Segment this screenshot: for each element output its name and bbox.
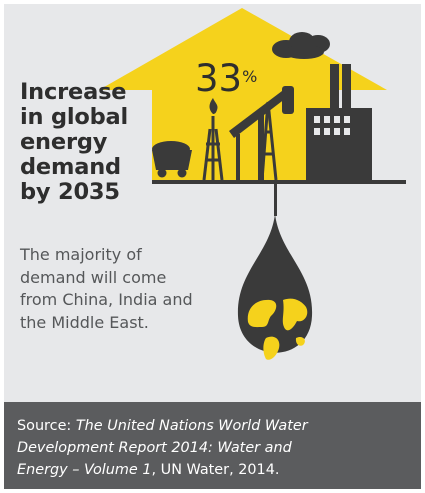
oil-drop-icon xyxy=(237,214,313,353)
headline-line: demand xyxy=(20,154,121,180)
headline-line: in global xyxy=(20,104,129,130)
infographic-card: 33% Increase in global energy demand by … xyxy=(4,4,421,489)
body-line: The majority of xyxy=(20,245,142,264)
source-suffix: , UN Water, 2014. xyxy=(151,462,280,478)
source-footer: Source: The United Nations World Water D… xyxy=(4,402,421,489)
headline-line: energy xyxy=(20,129,108,155)
pumpjack-icon xyxy=(229,86,294,180)
body-line: from China, India and xyxy=(20,290,193,309)
stat-value: 33 xyxy=(195,57,243,100)
headline-line: Increase xyxy=(20,79,127,105)
globe-icon xyxy=(247,298,308,360)
source-title-part: Energy – Volume 1 xyxy=(17,462,152,478)
headline-line: by 2035 xyxy=(20,179,120,205)
ground-line xyxy=(152,180,406,184)
drop-pipe xyxy=(274,180,277,216)
factory-icon xyxy=(306,64,372,180)
coal-cart-icon xyxy=(152,141,192,178)
illustration xyxy=(99,8,406,360)
oil-derrick-icon xyxy=(260,101,278,181)
stat-percentage: 33% xyxy=(195,60,257,97)
body-line: demand will come xyxy=(20,267,167,287)
body-line: the Middle East. xyxy=(20,312,149,332)
stat-unit: % xyxy=(242,67,258,86)
source-line-1: Source: The United Nations World Water xyxy=(17,415,421,437)
source-title-part: Development Report 2014: Water and xyxy=(17,440,292,456)
headline: Increase in global energy demand by 2035 xyxy=(20,80,180,205)
body-text: The majority of demand will come from Ch… xyxy=(20,244,220,334)
smoke-cloud-icon xyxy=(272,32,330,59)
source-title-part: The United Nations World Water xyxy=(75,418,308,434)
source-line-2: Development Report 2014: Water and xyxy=(17,437,421,459)
gas-flare-tower-icon xyxy=(202,98,224,181)
source-prefix: Source: xyxy=(17,418,76,434)
source-line-3: Energy – Volume 1, UN Water, 2014. xyxy=(17,459,421,481)
